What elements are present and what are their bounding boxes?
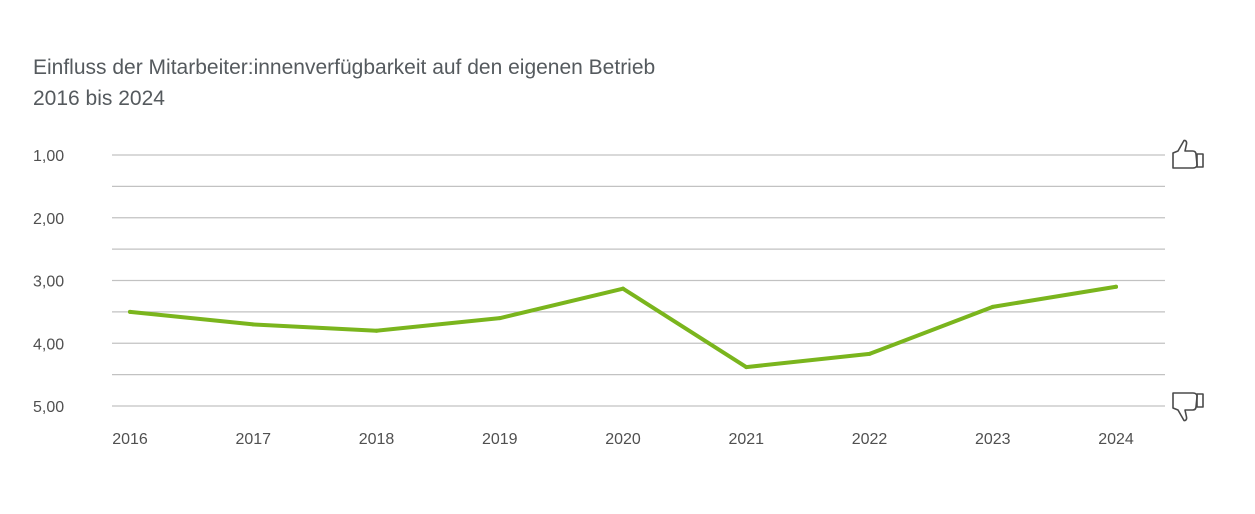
y-tick-label: 1,00 [33, 148, 64, 165]
data-point [1114, 284, 1118, 289]
x-axis-ticks: 2016 2017 2018 2019 2020 2021 2022 2023 2024 [112, 431, 1134, 448]
grid-lines [112, 154, 1165, 407]
series-layer [128, 284, 1118, 370]
chart-subtitle: 2016 bis 2024 [33, 87, 165, 110]
data-point [990, 304, 995, 309]
x-tick-label: 2023 [975, 431, 1011, 448]
chart-header: Einfluss der Mitarbeiter:innenverfügbark… [33, 52, 655, 114]
thumbs-down-icon [1172, 392, 1204, 422]
data-point [251, 322, 256, 327]
x-tick-label: 2018 [359, 431, 395, 448]
y-tick-label: 2,00 [33, 211, 64, 228]
data-point [621, 286, 625, 291]
y-tick-label: 3,00 [33, 274, 64, 291]
x-tick-label: 2017 [235, 431, 271, 448]
x-tick-label: 2016 [112, 431, 148, 448]
y-tick-label: 5,00 [33, 399, 64, 416]
y-axis-ticks: 1,00 2,00 3,00 4,00 5,00 [33, 148, 64, 416]
y-tick-label: 4,00 [33, 336, 64, 353]
x-tick-label: 2021 [728, 431, 764, 448]
x-tick-label: 2024 [1098, 431, 1134, 448]
series-line [128, 284, 1118, 370]
x-tick-label: 2022 [852, 431, 888, 448]
thumbs-up-icon [1172, 139, 1204, 169]
x-tick-label: 2019 [482, 431, 518, 448]
data-point [744, 365, 749, 370]
data-point [497, 316, 502, 321]
data-point [374, 328, 379, 333]
data-point [867, 351, 872, 356]
chart-title: Einfluss der Mitarbeiter:innenverfügbark… [33, 56, 656, 79]
data-point [128, 309, 132, 314]
x-tick-label: 2020 [605, 431, 641, 448]
